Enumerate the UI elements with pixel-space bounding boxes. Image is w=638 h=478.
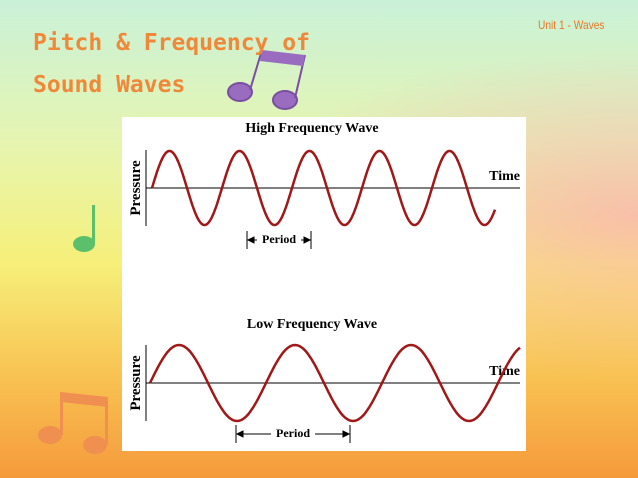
panel-title: High Frequency Wave <box>245 121 378 136</box>
panel-title: Low Frequency Wave <box>247 317 377 332</box>
title: Pitch & Frequency of <box>33 30 310 56</box>
unit-label: Unit 1 - Waves <box>538 18 605 32</box>
y-axis-label: Pressure <box>128 160 144 216</box>
period-label-bg <box>257 232 301 248</box>
y-axis-label: Pressure <box>128 355 144 411</box>
title: Sound Waves <box>33 72 186 98</box>
wave <box>150 149 497 227</box>
wave <box>148 343 521 423</box>
x-axis-label: Time <box>489 169 520 184</box>
period-label: Period <box>276 426 310 440</box>
wave-diagram: High Frequency Wave Pressure Time Period Low… <box>122 117 526 451</box>
panel-bg <box>122 117 526 451</box>
period-label: Period <box>262 232 296 246</box>
period-label-bg <box>271 426 315 442</box>
